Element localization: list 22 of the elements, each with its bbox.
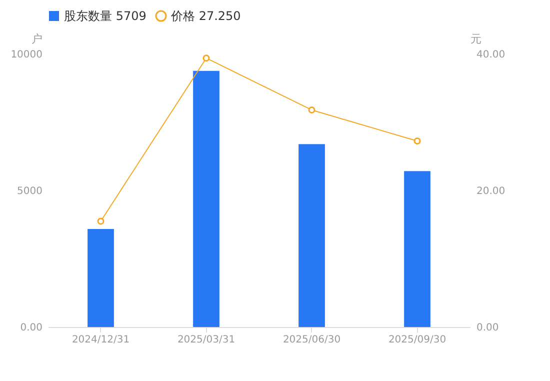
x-tick-label: 2025/09/30 xyxy=(388,334,446,346)
bar xyxy=(298,144,325,327)
y-axis-title: 户 xyxy=(32,32,42,46)
point xyxy=(414,138,421,144)
y2-tick-label: 40.00 xyxy=(476,50,506,60)
y-tick-label: 0.00 xyxy=(20,322,42,334)
y2-tick-label: 0.00 xyxy=(476,322,499,334)
point xyxy=(202,54,210,62)
x-tick-label: 2024/12/31 xyxy=(72,334,130,346)
x-tick-label: 2025/06/30 xyxy=(282,334,341,346)
legend-label: 价格 27.250 xyxy=(170,9,241,23)
point xyxy=(97,218,104,225)
bar xyxy=(404,171,430,327)
bar xyxy=(88,228,114,327)
y-tick-label: 5000 xyxy=(17,186,42,197)
y2-tick-label: 20.00 xyxy=(476,186,506,197)
point xyxy=(308,106,316,114)
legend-label: 股东数量 5709 xyxy=(64,9,146,23)
y2-axis-title: 元 xyxy=(470,32,482,46)
y-tick-label: 10000 xyxy=(10,50,42,60)
x-tick-label: 2025/03/31 xyxy=(177,334,236,346)
bar xyxy=(193,70,220,327)
